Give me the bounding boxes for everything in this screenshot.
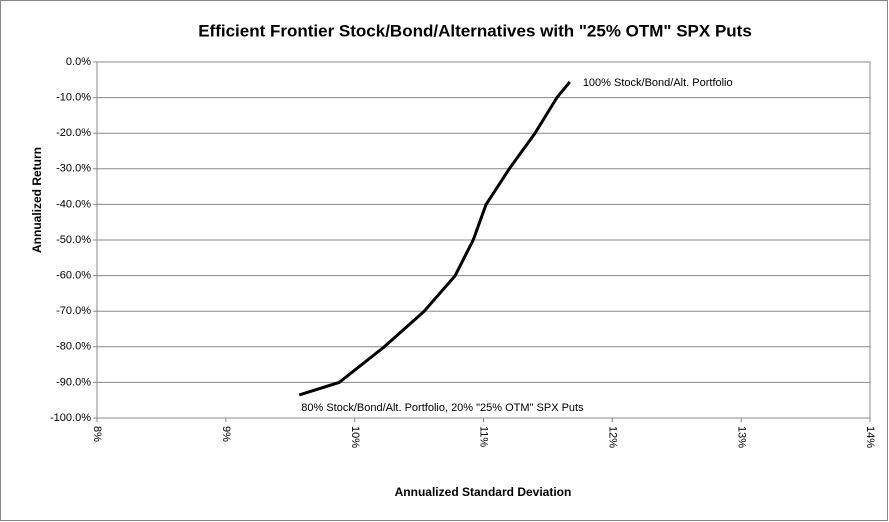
x-tick-label: 12% xyxy=(606,426,618,448)
y-tick-label: -30.0% xyxy=(56,163,91,175)
x-axis-title: Annualized Standard Deviation xyxy=(395,485,572,499)
x-tick-label: 8% xyxy=(91,426,103,442)
annotation: 100% Stock/Bond/Alt. Portfolio xyxy=(583,77,733,89)
x-tick-label: 9% xyxy=(220,426,232,442)
x-tick-label: 11% xyxy=(478,426,490,447)
y-tick-label: -70.0% xyxy=(56,305,91,317)
y-tick-label: -90.0% xyxy=(56,376,91,388)
y-tick-label: -40.0% xyxy=(56,198,91,210)
x-tick-label: 14% xyxy=(864,426,876,448)
annotation: 80% Stock/Bond/Alt. Portfolio, 20% "25% … xyxy=(301,402,584,414)
plot-area xyxy=(96,61,871,419)
y-tick-label: -10.0% xyxy=(56,92,91,104)
y-tick-label: 0.0% xyxy=(66,56,91,68)
y-tick-label: -60.0% xyxy=(56,270,91,282)
y-tick-label: -20.0% xyxy=(56,127,91,139)
x-tick-label: 13% xyxy=(735,426,747,448)
chart-title: Efficient Frontier Stock/Bond/Alternativ… xyxy=(198,21,752,40)
frontier-line xyxy=(298,80,571,397)
y-axis-title: Annualized Return xyxy=(30,147,44,253)
x-tick-label: 10% xyxy=(349,426,361,448)
y-tick-label: -100.0% xyxy=(50,412,91,424)
y-tick-label: -80.0% xyxy=(56,341,91,353)
y-tick-label: -50.0% xyxy=(56,234,91,246)
